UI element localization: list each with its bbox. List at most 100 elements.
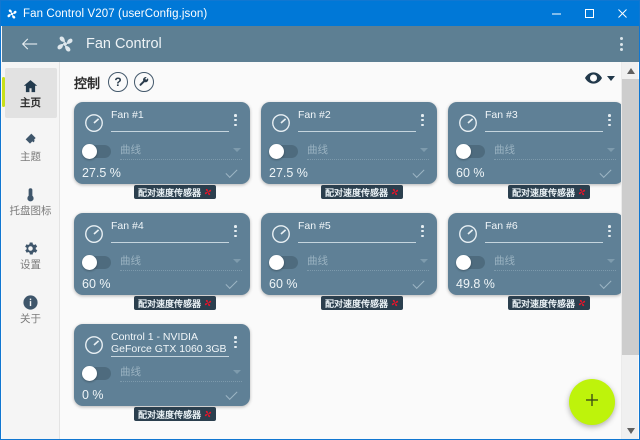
control-card[interactable]: Fan #3 曲线 60 % 配对速度传感器 <box>448 102 624 199</box>
control-card[interactable]: Fan #6 曲线 49.8 % 配对速度传感器 <box>448 213 624 310</box>
control-percent: 27.5 % <box>82 166 121 180</box>
scrollbar-thumb[interactable] <box>622 79 639 355</box>
expand-chevron-down-icon[interactable] <box>412 165 425 178</box>
card-kebab-menu-icon[interactable] <box>603 221 616 238</box>
pair-speed-sensor-badge[interactable]: 配对速度传感器 <box>134 296 217 310</box>
pair-speed-sensor-badge[interactable]: 配对速度传感器 <box>508 296 591 310</box>
control-name: Control 1 - NVIDIA GeForce GTX 1060 3GB <box>111 331 227 355</box>
control-percent: 60 % <box>269 277 298 291</box>
gauge-icon <box>82 222 106 246</box>
control-card[interactable]: Fan #5 曲线 60 % 配对速度传感器 <box>261 213 437 310</box>
window-title: Fan Control V207 (userConfig.json) <box>23 7 208 20</box>
sidebar-label-tray-icon: 托盘图标 <box>9 205 52 218</box>
control-percent: 60 % <box>82 277 111 291</box>
sidebar-item-tray-icon[interactable]: 托盘图标 <box>5 176 57 226</box>
chevron-down-icon <box>233 147 241 152</box>
pair-speed-sensor-badge[interactable]: 配对速度传感器 <box>321 296 404 310</box>
chevron-down-icon <box>420 258 428 263</box>
expand-chevron-down-icon[interactable] <box>599 165 612 178</box>
control-name-field[interactable]: Fan #1 <box>111 109 229 132</box>
gauge-icon <box>269 111 293 135</box>
plus-icon <box>583 391 601 414</box>
control-card[interactable]: Fan #4 曲线 60 % 配对速度传感器 <box>74 213 250 310</box>
card-kebab-menu-icon[interactable] <box>416 110 429 127</box>
expand-chevron-down-icon[interactable] <box>225 276 238 289</box>
sidebar-item-theme[interactable]: 主题 <box>5 122 57 172</box>
chevron-down-icon <box>233 369 241 374</box>
pair-badge-label: 配对速度传感器 <box>138 298 202 309</box>
control-name-field[interactable]: Fan #2 <box>298 109 416 132</box>
close-button[interactable] <box>606 1 639 26</box>
expand-chevron-down-icon[interactable] <box>412 276 425 289</box>
eye-icon[interactable] <box>585 72 602 84</box>
control-card-grid: Fan #1 曲线 27.5 % 配对速度传感器 <box>74 102 624 424</box>
control-toggle[interactable] <box>82 254 111 270</box>
wrench-icon[interactable] <box>134 72 155 92</box>
card-kebab-menu-icon[interactable] <box>229 332 242 349</box>
control-toggle[interactable] <box>269 143 298 159</box>
control-card[interactable]: Fan #2 曲线 27.5 % 配对速度传感器 <box>261 102 437 199</box>
control-name-field[interactable]: Fan #5 <box>298 220 416 243</box>
control-toggle[interactable] <box>269 254 298 270</box>
vertical-scrollbar[interactable] <box>621 62 639 439</box>
chevron-down-icon <box>233 258 241 263</box>
card-kebab-menu-icon[interactable] <box>603 110 616 127</box>
window-titlebar: Fan Control V207 (userConfig.json) <box>1 1 639 26</box>
help-icon[interactable]: ? <box>108 72 129 92</box>
sidebar-item-settings[interactable]: 设置 <box>5 230 57 280</box>
control-name-field[interactable]: Fan #3 <box>485 109 603 132</box>
control-name: Fan #1 <box>111 109 144 121</box>
curve-select[interactable]: 曲线 <box>120 253 242 271</box>
scroll-down-button[interactable] <box>622 422 639 439</box>
control-toggle[interactable] <box>456 143 485 159</box>
kebab-menu-icon[interactable] <box>609 29 633 59</box>
back-arrow-icon[interactable] <box>16 31 42 57</box>
curve-select[interactable]: 曲线 <box>307 142 429 160</box>
expand-chevron-down-icon[interactable] <box>225 165 238 178</box>
pair-speed-sensor-badge[interactable]: 配对速度传感器 <box>321 185 404 199</box>
pair-speed-sensor-badge[interactable]: 配对速度传感器 <box>508 185 591 199</box>
control-toggle[interactable] <box>456 254 485 270</box>
gauge-icon <box>82 333 106 357</box>
gauge-icon <box>456 111 480 135</box>
sidebar-label-about: 关于 <box>20 313 41 326</box>
card-kebab-menu-icon[interactable] <box>416 221 429 238</box>
card-kebab-menu-icon[interactable] <box>229 221 242 238</box>
scroll-up-button[interactable] <box>622 62 639 79</box>
curve-select[interactable]: 曲线 <box>120 364 242 382</box>
curve-select[interactable]: 曲线 <box>307 253 429 271</box>
pair-speed-sensor-badge[interactable]: 配对速度传感器 <box>134 407 217 421</box>
fan-logo-icon <box>50 31 80 57</box>
curve-select[interactable]: 曲线 <box>120 142 242 160</box>
minimize-button[interactable] <box>540 1 573 26</box>
control-toggle[interactable] <box>82 143 111 159</box>
toggle-knob <box>269 254 284 270</box>
chevron-down-icon[interactable] <box>607 75 615 81</box>
control-toggle[interactable] <box>82 365 111 381</box>
control-name-field[interactable]: Control 1 - NVIDIA GeForce GTX 1060 3GB <box>111 331 229 357</box>
control-card[interactable]: Fan #1 曲线 27.5 % 配对速度传感器 <box>74 102 250 199</box>
sidebar-item-home[interactable]: 主页 <box>1 68 57 118</box>
toggle-knob <box>82 254 97 270</box>
curve-label: 曲线 <box>307 255 328 267</box>
expand-chevron-down-icon[interactable] <box>225 387 238 400</box>
fan-icon <box>391 188 399 196</box>
control-name: Fan #4 <box>111 220 144 232</box>
expand-chevron-down-icon[interactable] <box>599 276 612 289</box>
pair-speed-sensor-badge[interactable]: 配对速度传感器 <box>134 185 217 199</box>
pair-badge-label: 配对速度传感器 <box>325 298 389 309</box>
control-card[interactable]: Control 1 - NVIDIA GeForce GTX 1060 3GB … <box>74 324 250 421</box>
gauge-icon <box>456 222 480 246</box>
add-control-button[interactable] <box>569 379 615 425</box>
visibility-control[interactable] <box>585 72 615 84</box>
control-name-field[interactable]: Fan #6 <box>485 220 603 243</box>
card-kebab-menu-icon[interactable] <box>229 110 242 127</box>
chevron-down-icon <box>420 147 428 152</box>
control-name: Fan #3 <box>485 109 518 121</box>
control-percent: 60 % <box>456 166 485 180</box>
curve-select[interactable]: 曲线 <box>494 142 616 160</box>
control-name-field[interactable]: Fan #4 <box>111 220 229 243</box>
sidebar-item-about[interactable]: 关于 <box>5 284 57 334</box>
maximize-button[interactable] <box>573 1 606 26</box>
curve-select[interactable]: 曲线 <box>494 253 616 271</box>
